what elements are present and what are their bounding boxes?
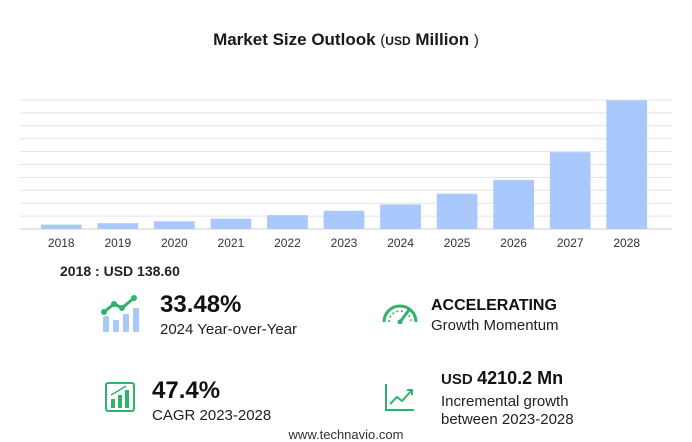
bar-2022 — [267, 215, 308, 229]
title-main: Market Size Outlook — [213, 30, 376, 49]
momentum-value: ACCELERATING — [431, 297, 557, 314]
title-close-paren: ) — [473, 32, 479, 49]
yoy-stat: 33.48% 2024 Year-over-Year — [160, 293, 297, 339]
bar-2028 — [606, 100, 648, 229]
incremental-label-1: Incremental growth — [441, 393, 569, 410]
bar-chart: 2018 2019 2020 2021 2022 2023 2024 2025 2026 2027… — [20, 99, 672, 250]
momentum-label: Growth Momentum — [431, 317, 559, 334]
x-tick-label-2019: 2019 — [104, 236, 131, 250]
chart-title: Market Size Outlook (USD Million ) — [0, 30, 692, 50]
cagr-stat: 47.4% CAGR 2023-2028 — [152, 379, 271, 425]
bar-2027 — [549, 152, 591, 229]
momentum-stat: ACCELERATING Growth Momentum — [431, 297, 559, 335]
x-tick-label-2026: 2026 — [500, 236, 527, 250]
x-tick-label-2025: 2025 — [444, 236, 471, 250]
x-tick-label-2023: 2023 — [331, 236, 358, 250]
yoy-value: 33.48% — [160, 291, 242, 318]
bar-2026 — [493, 179, 534, 229]
bar-2019 — [97, 223, 139, 229]
x-tick-label-2027: 2027 — [557, 236, 584, 250]
incremental-stat: USD 4210.2 Mn Incremental growth between… — [441, 368, 574, 429]
bar-2024 — [380, 204, 421, 229]
speedometer-icon — [382, 304, 418, 324]
footer-url: www.technavio.com — [288, 427, 404, 442]
x-tick-label-2028: 2028 — [613, 236, 640, 250]
chart-box-icon — [105, 382, 135, 412]
base-year-value: 2018 : USD 138.60 — [60, 263, 180, 279]
x-tick-label-2021: 2021 — [218, 236, 245, 250]
bar-2025 — [436, 193, 478, 229]
trend-line-icon — [385, 384, 414, 411]
incremental-value: 4210.2 Mn — [477, 368, 564, 388]
bar-2021 — [210, 218, 252, 229]
incremental-currency: USD — [441, 371, 473, 388]
title-open-paren: ( — [380, 32, 386, 49]
yoy-label: 2024 Year-over-Year — [160, 321, 298, 338]
bar-2020 — [154, 221, 195, 229]
bar-growth-icon — [101, 295, 139, 332]
incremental-label-2: between 2023-2028 — [441, 411, 574, 428]
cagr-label: CAGR 2023-2028 — [152, 407, 272, 424]
title-unit: USD — [385, 34, 411, 48]
cagr-value: 47.4% — [152, 377, 221, 404]
x-tick-label-2022: 2022 — [274, 236, 301, 250]
title-unit-word: Million — [415, 30, 470, 49]
x-tick-label-2020: 2020 — [161, 236, 188, 250]
bar-2023 — [323, 210, 365, 229]
x-tick-label-2024: 2024 — [387, 236, 414, 250]
bar-2018 — [40, 224, 82, 229]
x-tick-label-2018: 2018 — [48, 236, 75, 250]
